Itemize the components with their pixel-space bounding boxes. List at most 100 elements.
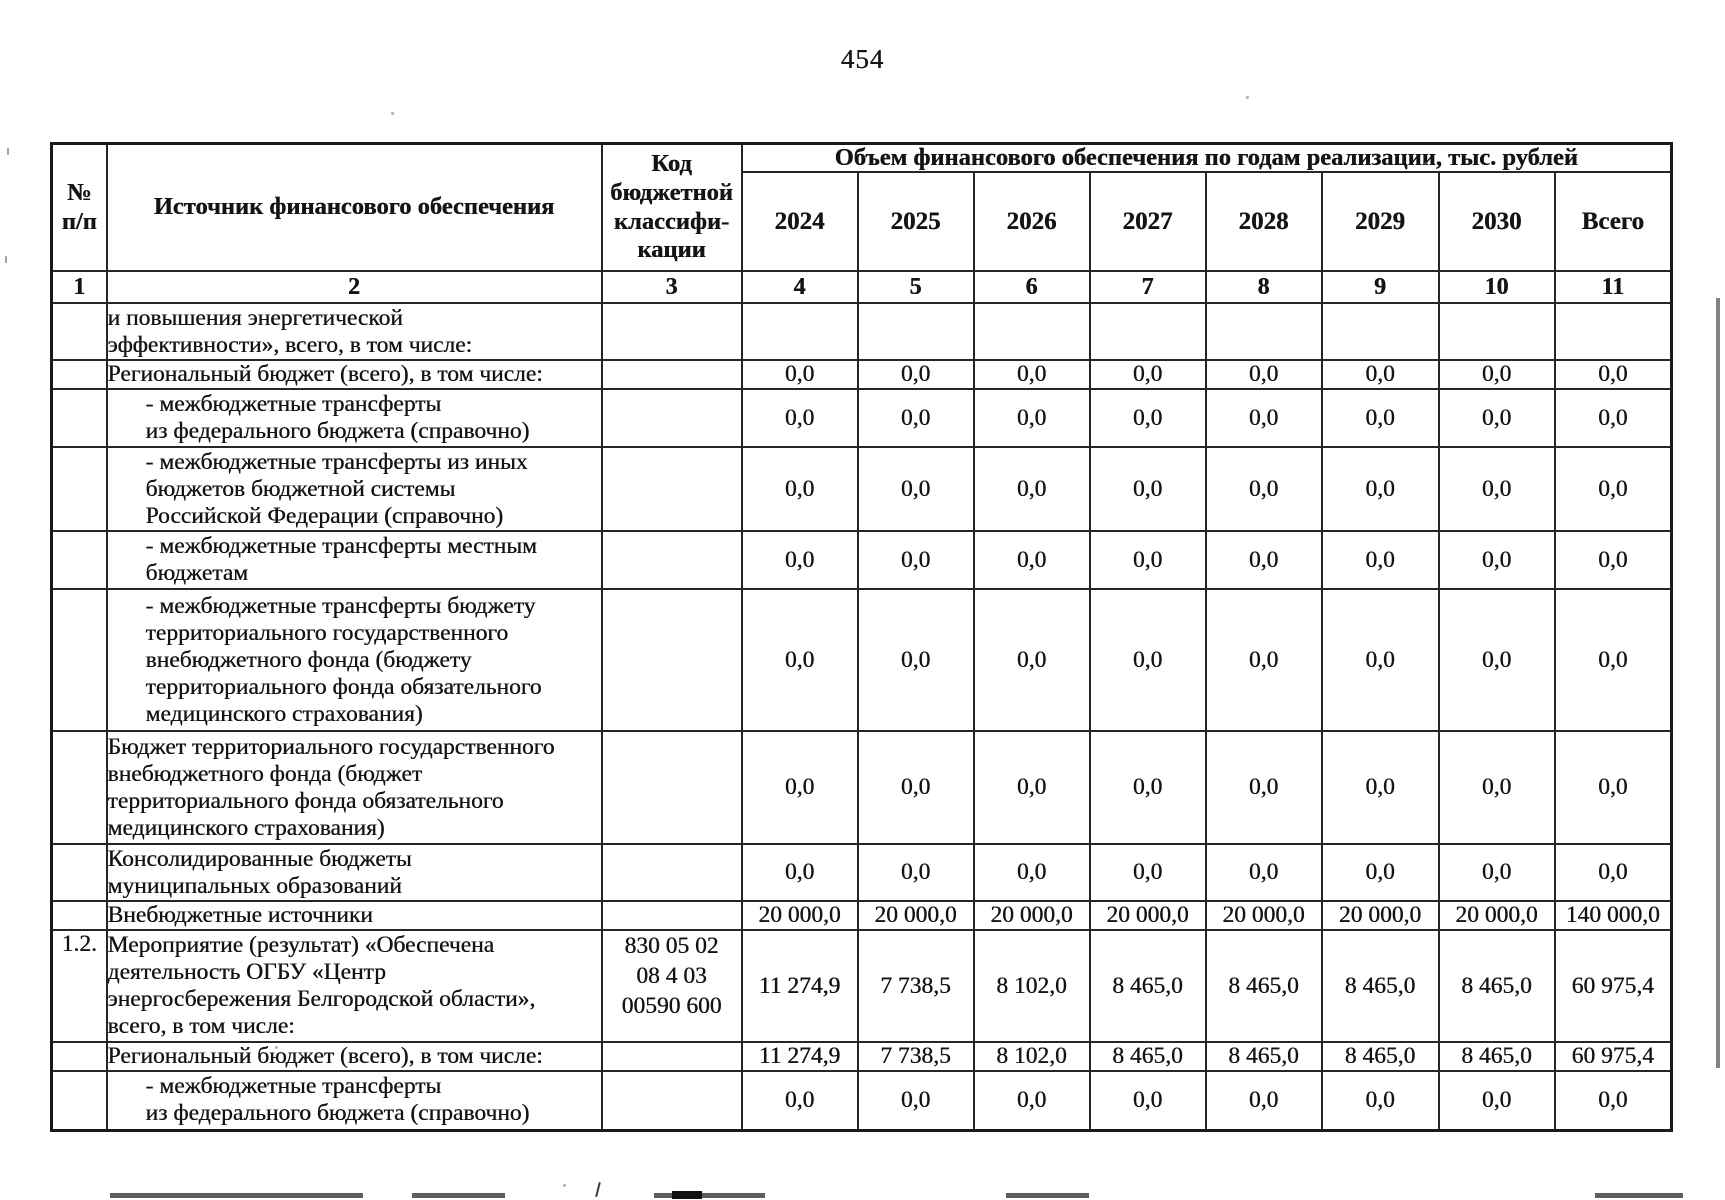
header-cell-colnum: 2 bbox=[105, 270, 603, 304]
header-cell-year: 2029 bbox=[1320, 171, 1440, 272]
value-cell bbox=[1320, 302, 1440, 361]
row-num-cell bbox=[50, 1070, 108, 1131]
value-cell: 0,0 bbox=[1088, 530, 1207, 590]
value-cell: 0,0 bbox=[1437, 588, 1556, 732]
value-cell: 0,0 bbox=[1437, 388, 1556, 448]
code-cell bbox=[600, 530, 743, 590]
value-cell: 8 102,0 bbox=[972, 1041, 1091, 1072]
value-cell: 0,0 bbox=[972, 388, 1091, 448]
header-cell-colnum: 9 bbox=[1320, 270, 1440, 304]
value-cell: 0,0 bbox=[1553, 388, 1673, 448]
value-cell: 20 000,0 bbox=[856, 900, 975, 931]
value-cell: 0,0 bbox=[1553, 588, 1673, 732]
value-cell: 0,0 bbox=[1204, 843, 1323, 902]
table-row: Консолидированные бюджеты муниципальных … bbox=[50, 843, 1673, 902]
header-cell-year: 2028 bbox=[1204, 171, 1323, 272]
value-cell: 0,0 bbox=[972, 359, 1091, 390]
value-cell: 0,0 bbox=[856, 730, 975, 845]
value-cell: 0,0 bbox=[972, 843, 1091, 902]
header-cell-colnum: 6 bbox=[972, 270, 1091, 304]
table-body: и повышения энергетической эффективности… bbox=[50, 302, 1673, 1131]
value-cell: 0,0 bbox=[1088, 388, 1207, 448]
source-cell: - межбюджетные трансферты бюджету террит… bbox=[105, 588, 603, 732]
source-cell: Консолидированные бюджеты муниципальных … bbox=[105, 843, 603, 902]
value-cell bbox=[1437, 302, 1556, 361]
code-cell bbox=[600, 446, 743, 532]
code-cell bbox=[600, 359, 743, 390]
table-row: Региональный бюджет (всего), в том числе… bbox=[50, 1041, 1673, 1072]
value-cell: 140 000,0 bbox=[1553, 900, 1673, 931]
header-row-years: 2024 2025 2026 2027 2028 2029 2030 Всего bbox=[52, 171, 1673, 272]
scan-speck bbox=[1424, 162, 1427, 165]
header-cell-volume-band: Объем финансового обеспечения по годам р… bbox=[740, 142, 1673, 173]
scan-artifact bbox=[110, 1193, 363, 1198]
table-row: и повышения энергетической эффективности… bbox=[50, 302, 1673, 361]
value-cell: 0,0 bbox=[1553, 730, 1673, 845]
value-cell: 0,0 bbox=[1320, 588, 1440, 732]
value-cell: 0,0 bbox=[1437, 1070, 1556, 1131]
row-num-cell bbox=[50, 359, 108, 390]
header-cell-source: Источник финансового обеспечения bbox=[105, 142, 603, 272]
value-cell: 0,0 bbox=[740, 530, 859, 590]
value-cell: 0,0 bbox=[1088, 843, 1207, 902]
code-cell bbox=[600, 843, 743, 902]
row-num-cell bbox=[50, 588, 108, 732]
value-cell: 0,0 bbox=[1320, 446, 1440, 532]
scan-speck bbox=[563, 1184, 566, 1187]
value-cell: 0,0 bbox=[972, 446, 1091, 532]
value-cell: 0,0 bbox=[1553, 1070, 1673, 1131]
value-cell: 20 000,0 bbox=[1204, 900, 1323, 931]
scan-artifact bbox=[412, 1193, 505, 1198]
value-cell: 0,0 bbox=[1553, 446, 1673, 532]
value-cell: 0,0 bbox=[972, 530, 1091, 590]
value-cell: 0,0 bbox=[1088, 359, 1207, 390]
value-cell: 0,0 bbox=[1088, 730, 1207, 845]
scan-artifact bbox=[595, 1181, 601, 1198]
page-number: 454 bbox=[840, 44, 885, 74]
value-cell: 60 975,4 bbox=[1553, 1041, 1673, 1072]
header-cell-colnum: 7 bbox=[1088, 270, 1207, 304]
value-cell: 0,0 bbox=[1204, 1070, 1323, 1131]
scan-speck bbox=[391, 112, 394, 115]
value-cell: 0,0 bbox=[1088, 446, 1207, 532]
source-cell: - межбюджетные трансферты местным бюджет… bbox=[105, 530, 603, 590]
row-num-cell bbox=[50, 388, 108, 448]
scan-edge-bar bbox=[1716, 298, 1720, 1068]
value-cell: 8 465,0 bbox=[1437, 929, 1556, 1043]
table-row: Бюджет территориального государственного… bbox=[50, 730, 1673, 845]
header-cell-colnum: 4 bbox=[740, 270, 859, 304]
header-cell-colnum: 3 bbox=[600, 270, 743, 304]
value-cell: 0,0 bbox=[1320, 530, 1440, 590]
value-cell: 0,0 bbox=[1553, 359, 1673, 390]
value-cell: 0,0 bbox=[972, 588, 1091, 732]
header-cell-colnum: 11 bbox=[1553, 270, 1673, 304]
scan-artifact bbox=[7, 148, 9, 155]
table-row: - межбюджетные трансферты из федеральног… bbox=[50, 388, 1673, 448]
value-cell: 0,0 bbox=[1437, 843, 1556, 902]
value-cell bbox=[856, 302, 975, 361]
value-cell: 0,0 bbox=[1088, 588, 1207, 732]
value-cell bbox=[1204, 302, 1323, 361]
code-cell bbox=[600, 1041, 743, 1072]
value-cell: 0,0 bbox=[1204, 388, 1323, 448]
source-cell: Внебюджетные источники bbox=[105, 900, 603, 931]
value-cell: 0,0 bbox=[856, 588, 975, 732]
value-cell: 0,0 bbox=[856, 1070, 975, 1131]
scan-artifact bbox=[654, 1193, 765, 1198]
value-cell bbox=[1088, 302, 1207, 361]
value-cell: 20 000,0 bbox=[740, 900, 859, 931]
code-cell bbox=[600, 1070, 743, 1131]
value-cell: 8 465,0 bbox=[1088, 929, 1207, 1043]
header-cell-year: 2026 bbox=[972, 171, 1091, 272]
scan-artifact bbox=[1006, 1193, 1089, 1198]
value-cell: 0,0 bbox=[1204, 530, 1323, 590]
header-cell-colnum: 10 bbox=[1437, 270, 1556, 304]
header-cell-code: Код бюджетной классифи- кации bbox=[600, 142, 743, 272]
table-row: - межбюджетные трансферты местным бюджет… bbox=[50, 530, 1673, 590]
row-num-cell bbox=[50, 530, 108, 590]
header-cell-year: 2025 bbox=[856, 171, 975, 272]
source-cell: Региональный бюджет (всего), в том числе… bbox=[105, 1041, 603, 1072]
value-cell: 0,0 bbox=[1437, 446, 1556, 532]
row-num-cell bbox=[50, 302, 108, 361]
table-row: - межбюджетные трансферты из федеральног… bbox=[50, 1070, 1673, 1131]
